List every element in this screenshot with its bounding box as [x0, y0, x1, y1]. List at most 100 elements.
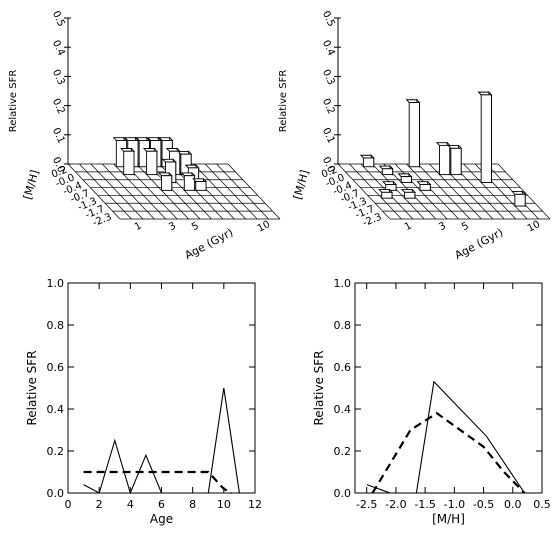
panel-sfr-vs-metallicity: -2.5 -2.0 -1.5 -1.0 -0.5 0.0 0.5 0.0 0.2 0.4 0.6 0.… — [312, 277, 551, 526]
bar-front — [195, 181, 207, 191]
bar-front — [381, 168, 394, 176]
y-tick-label: 0.0 — [334, 487, 352, 500]
y-tick-label: 0.6 — [334, 361, 352, 374]
y-tick-label: 0.6 — [47, 361, 65, 374]
bar-front — [514, 193, 526, 207]
x-tick-label: 10 — [217, 498, 231, 511]
base-grid-line — [463, 163, 516, 220]
base-grid-line — [337, 163, 391, 220]
x-tick-label: -2.5 — [356, 498, 377, 511]
y-axis-label: Relative SFR — [25, 350, 39, 425]
y-axis-label: Relative SFR — [312, 350, 326, 425]
mh-axis-label: [M/H] — [21, 169, 41, 201]
series-line-dashed — [371, 411, 526, 494]
bar-front — [408, 102, 420, 168]
z-tick-label: 0.2 — [50, 97, 67, 116]
base-grid-line — [349, 163, 402, 220]
bar-front — [161, 175, 173, 191]
z-tick-label: 0.4 — [320, 39, 337, 58]
x-tick-label: -1.0 — [444, 498, 465, 511]
z-axis-label: Relative SFR — [278, 70, 289, 133]
x-tick-label: 6 — [158, 498, 165, 511]
x-tick-label: -0.5 — [473, 498, 494, 511]
base-grid-line — [113, 163, 166, 220]
x-tick-label: 2 — [96, 498, 103, 511]
z-tick-label: 0.1 — [50, 126, 67, 145]
x-tick-label: 0 — [65, 498, 72, 511]
age-tick-label: 5 — [460, 220, 471, 233]
y-tick-label: 1.0 — [47, 277, 65, 290]
age-axis-label: Age (Gyr) — [453, 226, 506, 262]
base-grid-line — [406, 163, 459, 220]
x-tick-label: 4 — [127, 498, 134, 511]
base-grid-line — [204, 163, 258, 220]
age-tick-label: 1 — [133, 220, 144, 233]
bar-front — [363, 157, 375, 168]
bar-front — [439, 144, 451, 176]
x-tick-label: -2.0 — [385, 498, 406, 511]
y-tick-label: 0.4 — [47, 403, 65, 416]
bar-front — [123, 150, 135, 176]
age-tick-label: 10 — [526, 219, 542, 235]
bar-front — [400, 176, 412, 183]
bar-front — [381, 191, 393, 199]
bar-front — [419, 184, 431, 191]
z-tick-label: 0.2 — [320, 97, 337, 116]
x-axis-label: [M/H] — [432, 512, 465, 526]
z-tick-label: 0.5 — [320, 9, 337, 28]
bar-front — [404, 191, 416, 199]
bar-front — [480, 94, 492, 183]
y-tick-label: 0.8 — [334, 319, 352, 332]
x-tick-label: 12 — [248, 498, 262, 511]
y-tick-label: 1.0 — [334, 277, 352, 290]
z-tick-label: 0.3 — [320, 68, 337, 87]
plot-frame — [67, 282, 256, 494]
x-tick-label: 8 — [189, 498, 196, 511]
age-tick-label: 3 — [437, 220, 448, 233]
z-tick-label: 0.4 — [50, 39, 67, 58]
base-grid-line — [102, 163, 155, 220]
series-line-solid — [366, 380, 525, 494]
bar-front — [146, 150, 158, 176]
base-grid-line — [136, 163, 189, 220]
base-grid-line — [216, 163, 269, 220]
z-axis-label: Relative SFR — [8, 70, 19, 133]
y-tick-label: 0.2 — [334, 445, 352, 458]
plot-frame — [354, 282, 543, 494]
base-grid-line — [429, 163, 482, 220]
x-tick-label: 0.5 — [533, 498, 551, 511]
z-tick-label: 0.5 — [50, 9, 67, 28]
y-tick-label: 0.4 — [334, 403, 352, 416]
x-tick-label: 0.0 — [504, 498, 522, 511]
y-tick-label: 0.8 — [47, 319, 65, 332]
base-grid-line — [417, 163, 471, 220]
base-grid-line — [193, 163, 246, 220]
series-line-solid — [83, 387, 240, 495]
base-grid-line — [372, 163, 425, 220]
x-axis-label: Age — [150, 512, 173, 526]
base-grid-line — [67, 163, 121, 220]
bar-front — [385, 184, 397, 191]
bar-front — [450, 147, 462, 176]
y-tick-label: 0.2 — [47, 445, 65, 458]
age-axis-label: Age (Gyr) — [183, 226, 236, 262]
base-grid-line — [497, 163, 551, 220]
age-tick-label: 3 — [167, 220, 178, 233]
base-grid-line — [394, 163, 448, 220]
age-tick-label: 5 — [190, 220, 201, 233]
bar-front — [183, 175, 196, 191]
base-grid-line — [227, 163, 281, 220]
panel-sfr-vs-age: 0 2 4 6 8 10 12 0.0 0.2 0.4 0.6 0.8 1.0 Age Relative S… — [25, 277, 262, 526]
mh-axis-label: [M/H] — [291, 169, 311, 201]
x-tick-label: -1.5 — [414, 498, 435, 511]
z-tick-label: 0.1 — [320, 126, 337, 145]
series-line-dashed — [83, 470, 233, 494]
age-tick-label: 10 — [256, 219, 272, 235]
age-tick-label: 1 — [403, 220, 414, 233]
y-tick-label: 0.0 — [47, 487, 65, 500]
base-grid-line — [90, 163, 144, 220]
z-tick-label: 0.3 — [50, 68, 67, 87]
